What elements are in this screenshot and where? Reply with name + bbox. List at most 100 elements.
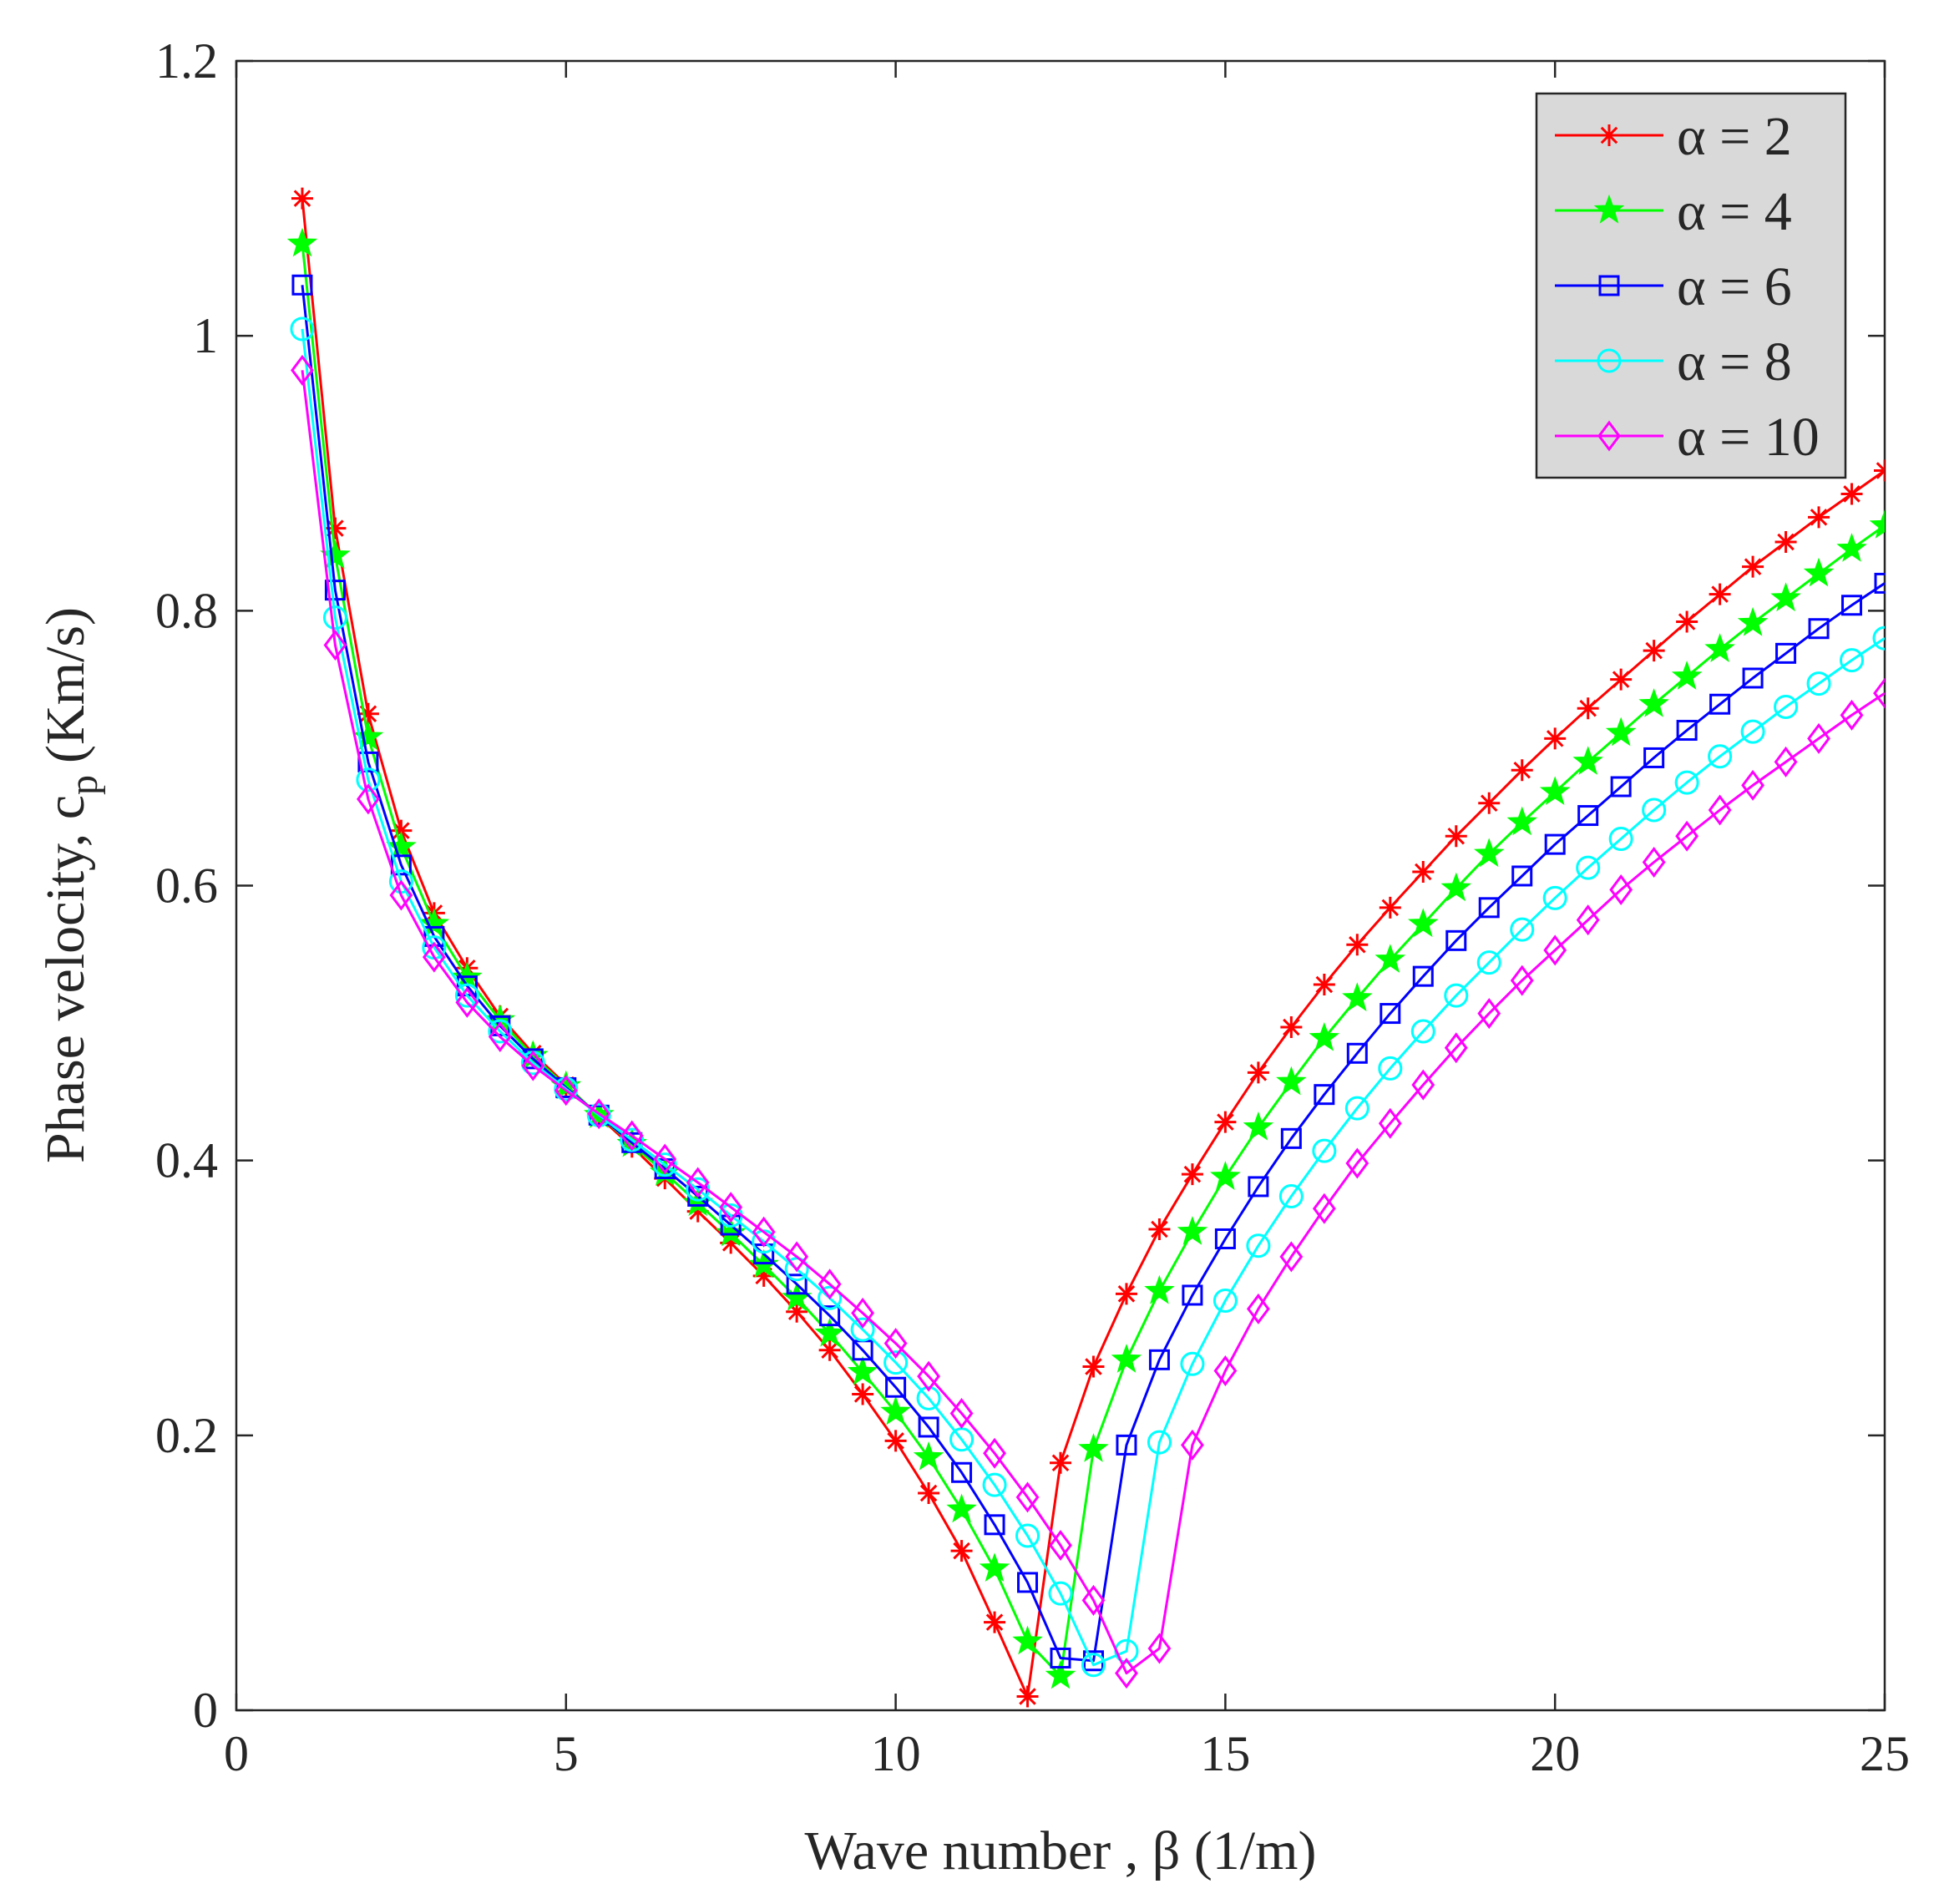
asterisk-marker [1577, 697, 1599, 720]
y-axis-label-main: Phase velocity, c [35, 795, 96, 1163]
star-marker [1869, 509, 1885, 539]
asterisk-marker [1247, 1061, 1269, 1084]
star-marker [1770, 582, 1801, 612]
legend-label: α = 8 [1677, 332, 1792, 392]
star-marker [946, 1493, 977, 1523]
x-tick-label: 20 [1530, 1726, 1580, 1781]
legend-entry: α = 8 [1555, 332, 1792, 392]
diamond-marker [1345, 1147, 1369, 1179]
diamond-marker [521, 1050, 545, 1081]
circle-marker [1774, 695, 1799, 720]
y-axis-ticks: 0 0.2 0.4 0.6 0.8 1 1.2 [155, 33, 1885, 1738]
star-marker [1276, 1066, 1307, 1096]
square-marker [918, 1416, 939, 1438]
legend: α = 2 α = 4 α = 6 α = 8 α = 10 [1535, 92, 1847, 479]
asterisk-marker [1676, 610, 1698, 633]
square-marker [1346, 1042, 1368, 1064]
square-marker [1116, 1434, 1137, 1456]
circle-marker [1597, 348, 1622, 373]
diamond-marker [1015, 1481, 1040, 1513]
asterisk-marker [686, 1200, 709, 1223]
diamond-marker [1279, 1241, 1304, 1273]
diamond-marker [1708, 794, 1732, 826]
circle-marker [982, 1472, 1007, 1497]
diamond-marker [587, 1098, 611, 1130]
square-marker [1610, 776, 1632, 798]
star-marker [1506, 806, 1537, 836]
asterisk-marker [1610, 668, 1633, 691]
diamond-marker [785, 1241, 809, 1273]
square-marker [1742, 667, 1764, 689]
asterisk-marker [1016, 1685, 1039, 1708]
asterisk-marker [752, 1264, 775, 1287]
square-marker [984, 1514, 1005, 1536]
asterisk-marker [1709, 583, 1731, 605]
diamond-marker [1741, 769, 1764, 801]
square-marker [1050, 1647, 1071, 1669]
y-tick-label: 0.4 [155, 1133, 218, 1188]
circle-marker [1312, 1138, 1337, 1163]
square-marker [1544, 833, 1566, 855]
series-5 [291, 354, 1885, 1689]
diamond-marker [1049, 1530, 1072, 1561]
circle-marker [916, 1385, 941, 1410]
y-tick-label: 1 [193, 308, 218, 363]
circle-marker [1608, 827, 1633, 852]
circle-marker [1444, 983, 1469, 1008]
circle-marker [1642, 798, 1667, 823]
diamond-marker [883, 1328, 908, 1360]
asterisk-marker [1742, 555, 1764, 578]
star-marker [1210, 1161, 1241, 1190]
diamond-marker [653, 1143, 677, 1175]
square-marker [1643, 747, 1665, 768]
star-marker [880, 1395, 911, 1425]
x-tick-label: 10 [871, 1726, 921, 1781]
star-marker [814, 1317, 845, 1347]
diamond-marker [1873, 677, 1885, 709]
circle-marker [1740, 719, 1765, 744]
diamond-marker [752, 1216, 776, 1248]
star-marker [1704, 633, 1735, 662]
circle-marker [883, 1350, 909, 1375]
star-marker [1342, 982, 1373, 1011]
circle-marker [1476, 950, 1501, 975]
asterisk-marker [1544, 727, 1567, 750]
circle-marker [652, 1152, 677, 1177]
diamond-marker [1247, 1293, 1270, 1324]
square-marker [1709, 693, 1731, 715]
star-marker [1177, 1216, 1208, 1245]
asterisk-marker [852, 1383, 874, 1405]
series-layer [286, 187, 1885, 1708]
star-marker [1539, 776, 1571, 806]
square-marker [291, 274, 313, 296]
legend-label: α = 10 [1677, 407, 1820, 468]
x-tick-label: 15 [1200, 1726, 1250, 1781]
asterisk-marker [1412, 861, 1435, 884]
diamond-marker [357, 783, 380, 815]
square-marker [1808, 618, 1830, 640]
square-marker [1598, 275, 1620, 296]
circle-marker [322, 605, 347, 630]
star-marker [1440, 872, 1471, 902]
y-axis-label-subscript: p [62, 775, 106, 795]
diamond-marker [1411, 1069, 1435, 1101]
star-marker [1671, 661, 1703, 690]
star-marker [847, 1355, 878, 1385]
circle-marker [850, 1317, 875, 1342]
circle-marker [1872, 625, 1885, 651]
asterisk-marker [1214, 1111, 1237, 1133]
diamond-marker [620, 1120, 644, 1152]
star-marker [979, 1552, 1010, 1582]
circle-marker [1081, 1653, 1106, 1678]
square-marker [1445, 929, 1467, 951]
diamond-marker [1081, 1584, 1106, 1616]
asterisk-marker [818, 1339, 841, 1361]
circle-marker [818, 1285, 843, 1310]
square-marker [324, 580, 346, 601]
circle-marker [454, 983, 479, 1008]
square-marker [1148, 1349, 1170, 1370]
square-marker [1511, 865, 1533, 887]
legend-label: α = 4 [1677, 181, 1792, 242]
diamond-marker [719, 1192, 743, 1223]
square-marker [951, 1461, 973, 1483]
